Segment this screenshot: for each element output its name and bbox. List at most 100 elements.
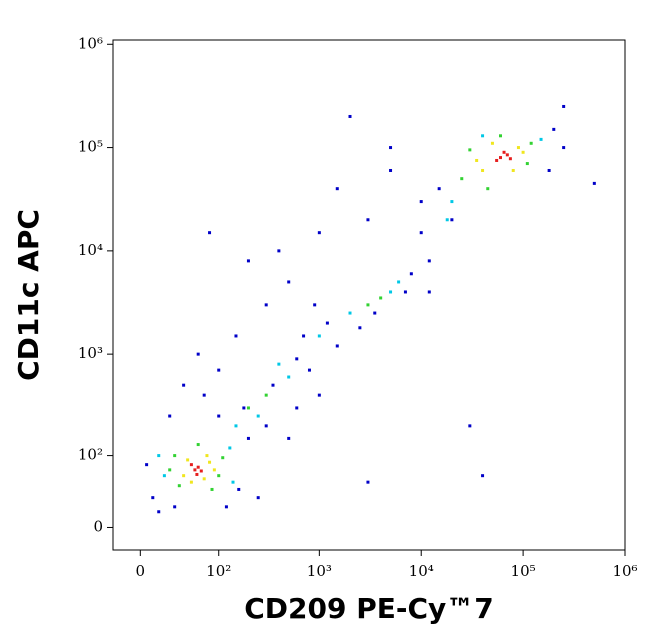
point (189, 463, 193, 467)
point (547, 168, 551, 172)
point (231, 480, 235, 484)
point (427, 259, 431, 263)
point (427, 290, 431, 294)
point (481, 134, 485, 138)
point (325, 321, 329, 325)
point (246, 406, 250, 410)
point (217, 474, 221, 478)
point (151, 496, 155, 500)
point (271, 383, 275, 387)
point (335, 187, 339, 191)
point (193, 468, 197, 472)
point (208, 460, 212, 464)
point (516, 146, 520, 150)
point (157, 454, 161, 458)
point (217, 368, 221, 372)
point (295, 406, 299, 410)
point (189, 480, 193, 484)
y-tick-label: 10³ (78, 344, 103, 362)
point (525, 162, 529, 166)
point (287, 375, 291, 379)
point (562, 146, 566, 150)
point (502, 150, 506, 154)
point (210, 487, 214, 491)
point (221, 456, 225, 460)
y-tick-label: 0 (93, 517, 103, 535)
point (173, 454, 177, 458)
y-tick-label: 10² (78, 446, 103, 464)
point (168, 414, 172, 418)
point (212, 468, 216, 472)
point (195, 472, 199, 476)
point (246, 259, 250, 263)
point (529, 141, 533, 145)
point (348, 311, 352, 315)
point (237, 487, 241, 491)
point (317, 231, 321, 235)
x-axis-title: CD209 PE-Cy™7 (244, 592, 494, 625)
x-tick-label: 10² (206, 562, 231, 580)
point (481, 168, 485, 172)
point (173, 505, 177, 509)
point (389, 290, 393, 294)
point (277, 362, 281, 366)
point (490, 141, 494, 145)
point (224, 505, 228, 509)
point (199, 469, 203, 473)
point (460, 177, 464, 181)
point (366, 303, 370, 307)
point (317, 334, 321, 338)
point (499, 134, 503, 138)
point (196, 465, 200, 469)
point (403, 290, 407, 294)
point (287, 280, 291, 284)
point (389, 168, 393, 172)
point (162, 474, 166, 478)
point (539, 137, 543, 141)
point (256, 496, 260, 500)
point (317, 393, 321, 397)
point (168, 468, 172, 472)
point (521, 150, 525, 154)
point (348, 114, 352, 118)
point (228, 446, 232, 450)
point (205, 454, 209, 458)
point (196, 443, 200, 447)
point (450, 200, 454, 204)
point (552, 127, 556, 131)
point (182, 474, 186, 478)
y-tick-label: 10⁶ (78, 34, 103, 52)
x-tick-label: 0 (136, 562, 146, 580)
point (468, 424, 472, 428)
point (145, 463, 149, 467)
x-tick-label: 10³ (307, 562, 332, 580)
point (335, 344, 339, 348)
point (450, 218, 454, 222)
point (468, 148, 472, 152)
point (505, 153, 509, 157)
point (592, 181, 596, 185)
point (202, 477, 206, 481)
point (302, 334, 306, 338)
point (182, 383, 186, 387)
x-tick-label: 10⁶ (612, 562, 637, 580)
point (481, 474, 485, 478)
point (397, 280, 401, 284)
point (264, 424, 268, 428)
x-tick-label: 10⁴ (409, 562, 434, 580)
point (196, 352, 200, 356)
point (295, 357, 299, 361)
y-tick-label: 10⁴ (78, 241, 103, 259)
point (379, 296, 383, 300)
point (409, 272, 413, 276)
point (358, 326, 362, 330)
point (234, 334, 238, 338)
point (419, 200, 423, 204)
point (511, 168, 515, 172)
point (307, 368, 311, 372)
plot-frame (112, 39, 626, 551)
point (389, 146, 393, 150)
point (264, 393, 268, 397)
point (246, 436, 250, 440)
